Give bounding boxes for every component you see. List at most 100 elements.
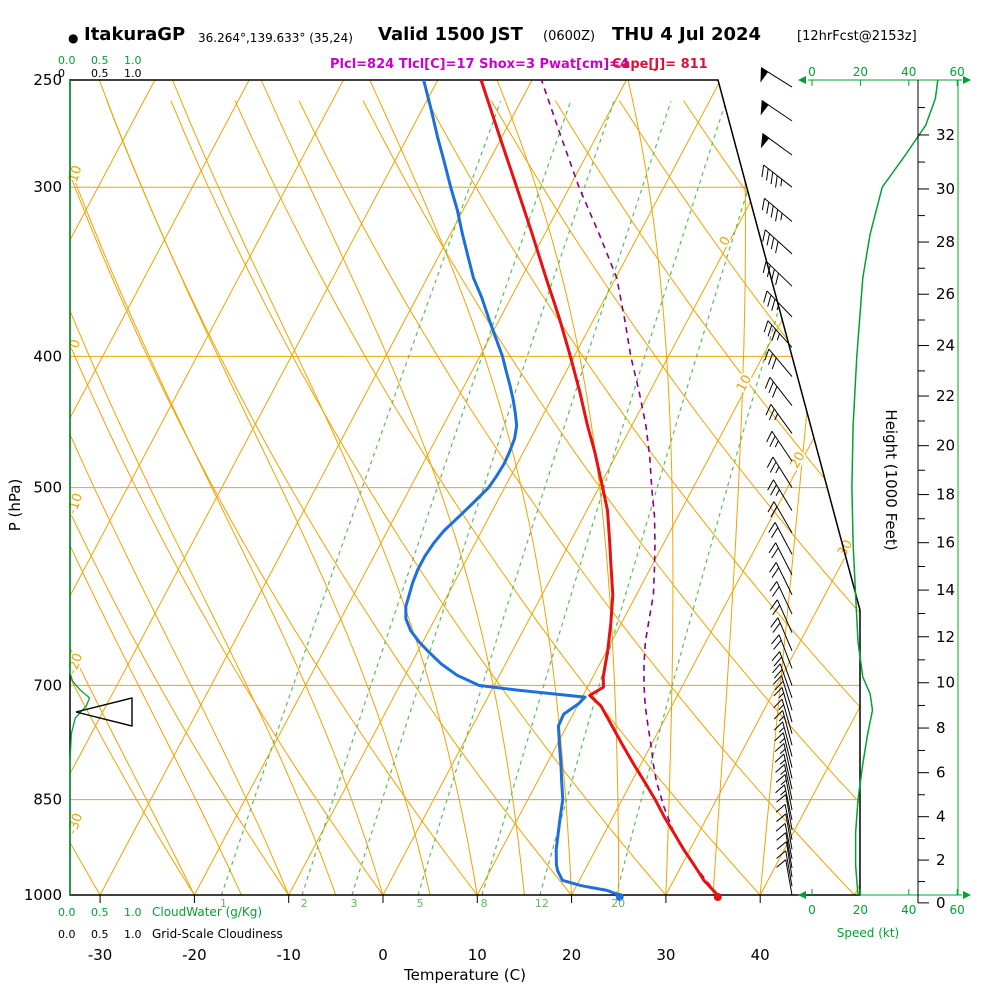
wind-barb-full [770,205,774,218]
wind-barb-staff [785,813,793,850]
temperature-tick-label: 30 [656,946,675,964]
wind-barb-full [771,299,776,311]
wind-barb-full [773,721,784,731]
wind-barb-full [775,273,780,285]
wind-barb-staff [784,764,793,800]
forecast-info: [12hrFcst@2153z] [797,29,917,44]
isotherm-line [382,80,816,895]
wind-barb-full [769,562,777,573]
wind-barb-full [773,698,783,709]
speed-tick-label-top: 0 [808,65,816,79]
temperature-tick-label: -10 [276,946,301,964]
wind-barb-full [773,668,783,679]
wind-barbs [760,67,793,896]
mixing-ratio-label: 2 [301,897,308,910]
wind-barb-staff [785,841,793,878]
height-axis-title: Height (1000 Feet) [882,409,900,550]
bottomleft-scales: 0.0 0.5 1.0 CloudWater (g/Kg) 0.0 0.5 1.0 Grid-… [58,905,283,941]
wind-barb-full [775,209,779,222]
wind-barb-full [774,743,785,752]
wind-barb-half [780,790,787,796]
wind-barb-staff [778,634,793,669]
wind-barb-full [775,784,785,794]
moist-adiabat-line [362,80,572,895]
wind-barb-full [775,774,786,783]
wind-barb-staff [784,823,793,859]
dry-adiabat-line [362,100,860,895]
wind-barb-full [761,198,765,211]
pressure-tick-label: 300 [33,178,62,196]
pressure-tick-label: 250 [33,71,62,89]
dry-adiabat-line [106,100,596,895]
wind-barb-half [775,466,780,474]
wind-barb-full [761,164,765,177]
mixing-ratio-line [417,101,672,895]
dry-adiabat-line [490,100,860,895]
wind-barb-full [773,639,782,650]
speed-tick-label-top: 60 [950,65,965,79]
wind-barb-full [776,850,787,859]
wind-barb-staff [784,804,793,840]
wind-barb-full [767,294,772,307]
speed-tick-label-bottom: 40 [901,903,916,917]
isotherm-line [759,80,860,895]
wind-barb-half [780,779,787,786]
mixing-ratio-label: 20 [611,897,625,910]
wind-barb-full [766,456,774,468]
temperature-axis-title: Temperature (C) [403,966,526,984]
pressure-tick-label: 850 [33,791,62,809]
cloudwater-scale-bottom: 0.5 [91,906,109,919]
wind-barb-full [771,547,779,559]
dry-adiabat-label: -30 [65,812,86,837]
parcel-curve [540,79,719,896]
wind-barb-full [764,348,770,361]
isotherm-line [70,80,250,895]
dry-adiabat-line [70,100,309,895]
station-name: ItakuraGP [84,24,186,45]
wind-barb-full [772,675,782,685]
wind-barb-full [776,794,787,803]
height-tick-label: 12 [936,628,955,646]
mixing-ratio-line [220,101,502,895]
speed-axis-arrow-icon [963,76,971,84]
wind-barb-half [778,692,785,699]
height-tick-label: 10 [936,674,955,692]
wind-barb-full [767,501,775,513]
wind-barb-full [763,320,769,333]
moist-adiabat-line [70,80,195,895]
wind-barb-half [775,489,780,497]
height-tick-label: 22 [936,387,955,405]
station-dot-icon: ● [68,31,79,45]
wind-barb-full [775,803,786,813]
wind-barb-full [765,404,772,416]
cloudiness-scale-top: 0 [58,67,65,80]
speed-tick-label-top: 40 [901,65,916,79]
mixing-ratio-line [301,101,572,895]
pressure-tick-label: 400 [33,347,62,365]
temperature-tick-label: -20 [182,946,207,964]
wind-barb-full [766,233,771,246]
wind-barb-staff [777,617,793,652]
surface-temperature-dot [713,893,722,901]
speed-tick-label-bottom: 20 [853,903,868,917]
height-tick-label: 16 [936,534,955,552]
wind-barb-full [772,622,781,633]
moist-adiabat-line [254,80,525,895]
speed-axis-arrow-icon [963,891,971,899]
wind-barb-full [771,386,778,398]
mixing-ratio-label: 8 [481,897,488,910]
wind-barb-full [767,353,774,365]
height-tick-label: 28 [936,233,955,251]
wind-barb-full [771,527,779,538]
wind-barb-full [773,656,783,667]
moist-adiabat-line [70,80,242,895]
height-tick-label: 26 [936,285,955,303]
cloudwater-scale-bottom: 1.0 [124,906,142,919]
wind-barb-full [767,479,774,491]
wind-barb-full [772,604,781,616]
wind-barb-staff [764,229,793,255]
moist-adiabat-line [70,80,290,895]
wind-barb-staff [764,197,793,222]
wind-barb-staff [776,599,793,633]
